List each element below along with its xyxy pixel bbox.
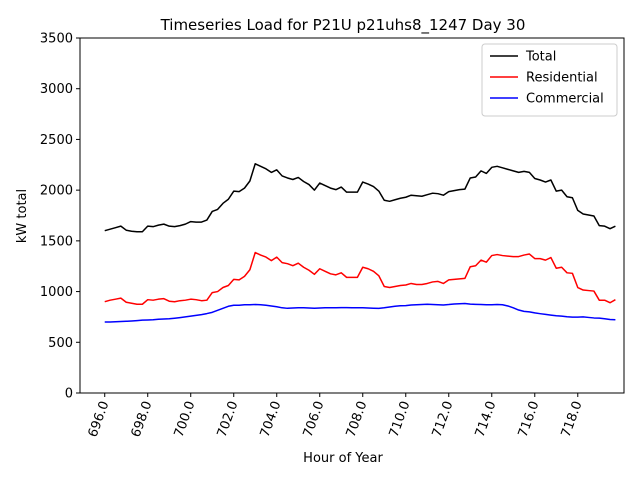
y-tick-label: 2000 <box>40 184 73 199</box>
y-tick-label: 2500 <box>40 133 73 148</box>
x-axis-label: Hour of Year <box>303 451 383 466</box>
y-tick-label: 1000 <box>40 285 73 300</box>
y-tick-label: 3000 <box>40 82 73 97</box>
legend: Total Residential Commercial <box>481 43 618 117</box>
series-line-total <box>104 163 616 233</box>
plot-lines <box>104 163 616 323</box>
plot-frame <box>79 37 625 394</box>
legend-label-total: Total <box>525 50 556 65</box>
y-tick-label: 0 <box>65 387 73 402</box>
y-tick-label: 500 <box>48 336 73 351</box>
series-line-residential <box>104 251 616 305</box>
chart-title: Timeseries Load for P21U p21uhs8_1247 Da… <box>160 16 526 35</box>
y-tick-label: 3500 <box>40 32 73 47</box>
y-tick-label: 1500 <box>40 234 73 249</box>
legend-label-residential: Residential <box>526 71 598 86</box>
legend-label-commercial: Commercial <box>526 92 604 107</box>
series-line-commercial <box>104 302 616 323</box>
y-axis-label: kW total <box>15 189 30 243</box>
